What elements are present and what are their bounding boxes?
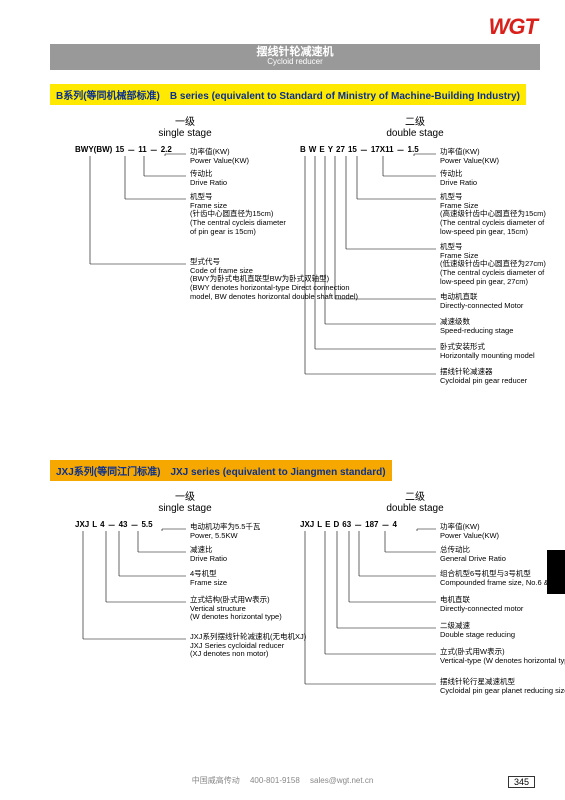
page-footer: 中国威高传动 400-801-9158 sales@wgt.net.cn <box>0 775 565 786</box>
code-seg: － <box>108 520 119 531</box>
code-seg: 43 <box>119 520 131 531</box>
footer-company: 中国威高传动 <box>192 776 240 785</box>
code-seg: 17X11 <box>371 145 397 156</box>
legend-item: 卧式安装形式Horizontally mounting model <box>440 343 565 360</box>
legend-item: 减速比Drive Ratio <box>190 546 360 563</box>
legend-item: 立式结构(卧式用W表示)Vertical structure(W denotes… <box>190 596 360 622</box>
code-seg: D <box>333 520 342 531</box>
legend-item: 电动机直联Directly-connected Motor <box>440 293 565 310</box>
legend-item: 型式代号Code of frame size(BWY为卧式电机直联型BW为卧式双… <box>190 258 360 301</box>
code-seg: E <box>319 145 327 156</box>
legend-item: 摆线针轮减速器Cycloidal pin gear reducer <box>440 368 565 385</box>
code-seg: － <box>382 520 393 531</box>
code-seg: L <box>317 520 325 531</box>
code-seg: B <box>300 145 309 156</box>
code-seg: － <box>397 145 408 156</box>
legend-item: 组合机型6号机型与3号机型Compounded frame size, No.6… <box>440 570 565 587</box>
code-seg: L <box>92 520 100 531</box>
code-seg: W <box>309 145 320 156</box>
footer-email: sales@wgt.net.cn <box>310 776 373 785</box>
code-seg: 4 <box>100 520 107 531</box>
code-b_single: BWY(BW)15－11－2.2 <box>75 145 175 158</box>
legend-item: 机型号Frame Size(高速级针齿中心圆直径为15cm)(The centr… <box>440 193 565 236</box>
page-banner: 摆线针轮减速机 Cycloid reducer <box>50 44 540 70</box>
brand-logo: WGT <box>489 14 537 40</box>
code-seg: 63 <box>342 520 354 531</box>
code-seg: 2.2 <box>161 145 175 156</box>
legend-item: 摆线针轮行星减速机型Cycloidal pin gear planet redu… <box>440 678 565 695</box>
page-number: 345 <box>508 776 535 788</box>
code-seg: － <box>130 520 141 531</box>
section-b-header: B系列(等同机械部标准) B series (equivalent to Sta… <box>50 84 526 105</box>
code-j_single: JXJL4－43－5.5 <box>75 520 156 533</box>
stage-label: 二级double stage <box>370 117 460 139</box>
legend-item: 4号机型Frame size <box>190 570 360 587</box>
code-seg: JXJ <box>300 520 317 531</box>
legend-item: 功率值(KW)Power Value(KW) <box>440 148 565 165</box>
code-seg: JXJ <box>75 520 92 531</box>
legend-item: 立式(卧式用W表示)Vertical-type (W denotes horiz… <box>440 648 565 665</box>
code-seg: 4 <box>393 520 400 531</box>
footer-phone: 400-801-9158 <box>250 776 300 785</box>
code-seg: 11 <box>138 145 149 156</box>
code-seg: 15 <box>115 145 127 156</box>
legend-item: 传动比Drive Ratio <box>190 170 360 187</box>
legend-item: JXJ系列摆线针轮减速机(无电机XJ)JXJ Series cycloidal … <box>190 633 360 659</box>
legend-item: 总传动比General Drive Ratio <box>440 546 565 563</box>
banner-en: Cycloid reducer <box>50 58 540 67</box>
code-seg: － <box>354 520 365 531</box>
legend-item: 传动比Drive Ratio <box>440 170 565 187</box>
stage-label: 一级single stage <box>140 117 230 139</box>
code-seg: 15 <box>348 145 360 156</box>
stage-label: 二级double stage <box>370 492 460 514</box>
legend-item: 减速级数Speed-reducing stage <box>440 318 565 335</box>
legend-item: 机型号Frame size(针齿中心圆直径为15cm)(The central … <box>190 193 360 236</box>
legend-item: 功率值(KW)Power Value(KW) <box>440 523 565 540</box>
section-jxj-header: JXJ系列(等同江门标准) JXJ series (equivalent to … <box>50 460 392 481</box>
legend-item: 机型号Frame Size(低速级针齿中心圆直径为27cm)(The centr… <box>440 243 565 286</box>
legend-item: 二级减速Double stage reducing <box>440 622 565 639</box>
code-seg: － <box>150 145 161 156</box>
code-seg: － <box>360 145 371 156</box>
code-seg: BWY(BW) <box>75 145 115 156</box>
code-seg: Y <box>328 145 336 156</box>
legend-item: 电机直联Directly-connected motor <box>440 596 565 613</box>
code-seg: 27 <box>336 145 348 156</box>
code-seg: － <box>127 145 138 156</box>
code-seg: 1.5 <box>408 145 422 156</box>
code-j_double: JXJLED63－187－4 <box>300 520 400 533</box>
code-seg: 5.5 <box>141 520 155 531</box>
stage-label: 一级single stage <box>140 492 230 514</box>
code-seg: E <box>325 520 333 531</box>
code-b_double: BWEY2715－17X11－1.5 <box>300 145 422 158</box>
code-seg: 187 <box>365 520 381 531</box>
